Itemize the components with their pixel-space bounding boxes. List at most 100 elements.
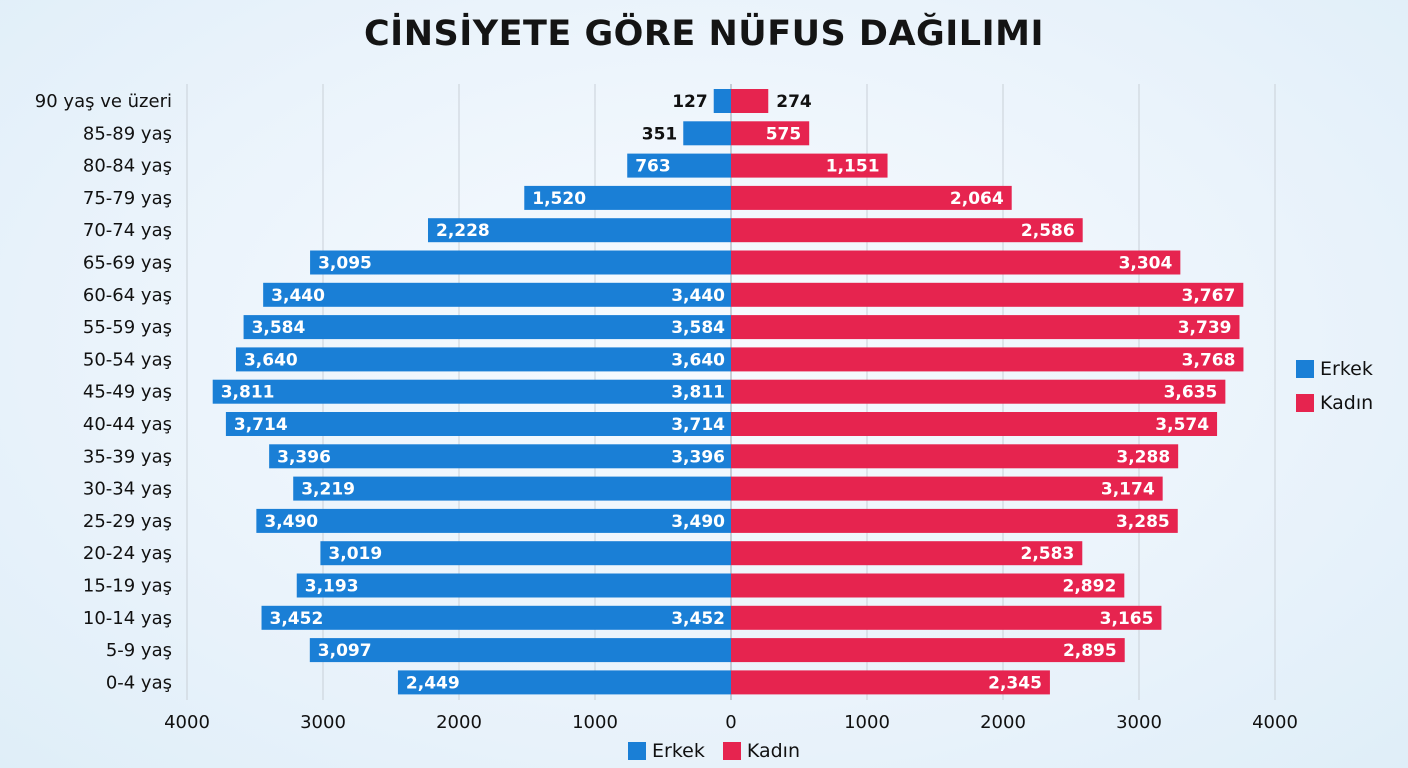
x-tick-label: 3000 <box>300 712 346 733</box>
data-label-kadin: 3,635 <box>1164 383 1218 403</box>
x-tick-label: 4000 <box>1252 712 1298 733</box>
data-label-kadin: 274 <box>776 92 812 112</box>
bar-erkek <box>427 218 731 243</box>
data-label-erkek: 127 <box>672 92 708 112</box>
bar-erkek <box>212 379 732 404</box>
data-label-erkek: 2,449 <box>406 673 460 693</box>
data-label-kadin: 2,345 <box>988 673 1042 693</box>
bar-erkek <box>683 121 731 146</box>
data-label-erkek: 3,019 <box>328 544 382 564</box>
bar-kadin <box>731 315 1240 340</box>
category-label: 55-59 yaş <box>83 317 172 338</box>
legend-swatch-kadin <box>1296 394 1314 412</box>
data-label-kadin: 3,165 <box>1100 609 1154 629</box>
category-label: 15-19 yaş <box>83 576 172 597</box>
category-label: 10-14 yaş <box>83 608 172 629</box>
legend-item-erkek: Erkek <box>1296 358 1373 380</box>
legend-item-kadin: Kadın <box>1296 392 1373 414</box>
category-label: 5-9 yaş <box>106 640 172 661</box>
bar-erkek <box>293 476 731 501</box>
data-label-kadin: 2,586 <box>1021 221 1075 241</box>
data-label-erkek-inner: 3,584 <box>671 318 725 338</box>
data-label-erkek-inner: 3,811 <box>671 383 725 403</box>
category-label: 80-84 yaş <box>83 156 172 177</box>
data-label-erkek: 3,219 <box>301 480 355 500</box>
legend-label-kadin: Kadın <box>1320 392 1374 414</box>
bar-kadin <box>731 121 810 146</box>
data-label-erkek: 1,520 <box>532 189 586 209</box>
bar-erkek <box>310 250 731 275</box>
bar-kadin <box>731 605 1162 630</box>
bar-erkek <box>524 185 731 210</box>
bar-erkek <box>627 153 731 178</box>
category-label: 85-89 yaş <box>83 123 172 144</box>
x-tick-label: 2000 <box>436 712 482 733</box>
data-label-erkek: 2,228 <box>436 221 490 241</box>
data-label-erkek: 3,193 <box>305 577 359 597</box>
data-label-kadin: 3,574 <box>1155 415 1209 435</box>
x-tick-label: 0 <box>725 712 736 733</box>
data-label-erkek: 3,452 <box>270 609 324 629</box>
bar-kadin <box>731 508 1178 533</box>
bar-kadin <box>731 379 1226 404</box>
data-label-erkek-inner: 3,440 <box>671 286 725 306</box>
legend-item-kadin-bottom: Kadın <box>722 740 800 762</box>
data-label-kadin: 3,174 <box>1101 480 1155 500</box>
data-label-erkek: 3,396 <box>277 447 331 467</box>
bar-kadin <box>731 282 1244 307</box>
category-label: 0-4 yaş <box>106 672 172 693</box>
data-label-erkek: 3,714 <box>234 415 288 435</box>
bar-erkek <box>235 347 731 372</box>
data-label-kadin: 2,064 <box>950 189 1004 209</box>
data-label-erkek-inner: 3,640 <box>671 350 725 370</box>
legend-label-erkek: Erkek <box>1320 358 1373 380</box>
category-label: 45-49 yaş <box>83 382 172 403</box>
chart-title: CİNSİYETE GÖRE NÜFUS DAĞILIMI <box>364 14 1044 54</box>
bar-erkek <box>225 412 731 436</box>
legend-swatch-erkek-bottom <box>628 742 646 760</box>
data-label-erkek: 3,811 <box>221 383 275 403</box>
x-tick-label: 1000 <box>844 712 890 733</box>
data-label-erkek: 3,490 <box>264 512 318 532</box>
category-label: 60-64 yaş <box>83 285 172 306</box>
category-label: 90 yaş ve üzeri <box>35 91 172 112</box>
bar-kadin <box>731 638 1125 663</box>
x-tick-label: 1000 <box>572 712 618 733</box>
bar-erkek <box>269 444 731 469</box>
data-label-kadin: 575 <box>766 124 802 144</box>
bar-erkek <box>263 282 731 307</box>
data-label-kadin: 2,583 <box>1021 544 1075 564</box>
data-label-erkek-inner: 3,396 <box>671 447 725 467</box>
data-label-kadin: 3,767 <box>1182 286 1236 306</box>
data-label-erkek: 3,640 <box>244 350 298 370</box>
bar-erkek <box>243 315 732 340</box>
category-label: 65-69 yaş <box>83 253 172 274</box>
data-label-kadin: 3,768 <box>1182 350 1236 370</box>
bar-kadin <box>731 347 1244 372</box>
bar-kadin <box>731 89 769 113</box>
data-label-erkek: 351 <box>642 124 678 144</box>
data-label-kadin: 3,285 <box>1116 512 1170 532</box>
bar-kadin <box>731 412 1218 436</box>
bar-erkek <box>397 670 731 695</box>
bar-kadin <box>731 250 1181 275</box>
bar-kadin <box>731 670 1050 695</box>
legend-swatch-kadin-bottom <box>722 742 741 760</box>
category-label: 35-39 yaş <box>83 446 172 467</box>
data-label-kadin: 2,892 <box>1063 577 1117 597</box>
data-label-erkek-inner: 3,452 <box>671 609 725 629</box>
bar-kadin <box>731 444 1179 469</box>
bar-kadin <box>731 476 1163 501</box>
data-label-erkek-inner: 3,490 <box>671 512 725 532</box>
bar-erkek <box>256 508 731 533</box>
bar-kadin <box>731 185 1012 210</box>
legend-swatch-erkek <box>1296 360 1314 378</box>
category-label: 20-24 yaş <box>83 543 172 564</box>
x-tick-label: 2000 <box>980 712 1026 733</box>
x-tick-label: 3000 <box>1116 712 1162 733</box>
x-tick-label: 4000 <box>164 712 210 733</box>
data-label-erkek: 3,095 <box>318 254 372 274</box>
bar-kadin <box>731 541 1083 566</box>
data-label-erkek: 3,440 <box>271 286 325 306</box>
category-label: 70-74 yaş <box>83 220 172 241</box>
